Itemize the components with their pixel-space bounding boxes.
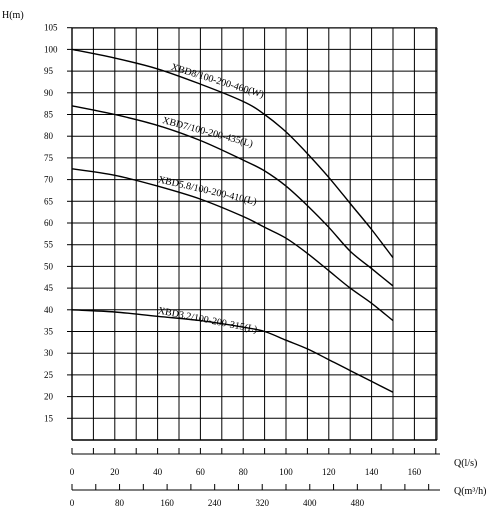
x2-tick-label: 80 (115, 498, 125, 508)
y-tick-label: 60 (44, 218, 54, 228)
x2-tick-label: 240 (208, 498, 222, 508)
y-tick-label: 105 (44, 23, 58, 33)
x2-tick-label: 320 (255, 498, 269, 508)
x-axis-label: Q(l/s) (454, 458, 477, 469)
x2-tick-label: 160 (160, 498, 174, 508)
curve-line (71, 168, 394, 322)
x-axis-ticks: 0 20 40 60 80 100 120 140 160 (70, 448, 440, 477)
y-axis-label: H(m) (2, 10, 24, 21)
x-tick-label: 160 (408, 467, 422, 477)
y-tick-label: 55 (44, 240, 54, 250)
y-tick-label: 30 (44, 348, 54, 358)
x-tick-label: 80 (239, 467, 249, 477)
curve-line (71, 105, 394, 287)
y-tick-label: 80 (44, 131, 54, 141)
x-tick-label: 40 (153, 467, 163, 477)
y-tick-label: 65 (44, 196, 54, 206)
y-tick-label: 90 (44, 88, 54, 98)
x-tick-label: 0 (70, 467, 75, 477)
y-tick-label: 95 (44, 66, 54, 76)
y-axis-ticks: 15 20 25 30 35 40 45 50 55 60 65 70 75 80 85 90 95 100 105 (44, 23, 72, 423)
x2-tick-label: 0 (70, 498, 75, 508)
y-tick-label: 75 (44, 153, 54, 163)
x-tick-label: 20 (110, 467, 120, 477)
pump-curves (71, 48, 394, 393)
x2-axis-label: Q(m³/h) (454, 486, 486, 497)
y-tick-label: 35 (44, 327, 54, 337)
curve-label: XBD8/100-200-460(W) (170, 62, 266, 101)
y-tick-label: 85 (44, 110, 54, 120)
x-tick-label: 120 (322, 467, 336, 477)
x-tick-label: 100 (279, 467, 293, 477)
y-tick-label: 70 (44, 175, 54, 185)
y-tick-label: 40 (44, 305, 54, 315)
y-tick-label: 100 (44, 44, 58, 54)
y-tick-label: 50 (44, 261, 54, 271)
x-tick-label: 140 (365, 467, 379, 477)
y-tick-label: 15 (44, 413, 54, 423)
curve-labels: XBD8/100-200-460(W)XBD7/100-200-435(L)XB… (157, 62, 265, 336)
y-tick-label: 25 (44, 370, 54, 380)
x2-tick-label: 480 (351, 498, 365, 508)
curve-line (71, 48, 394, 259)
curve-line (71, 309, 394, 393)
x-tick-label: 60 (196, 467, 206, 477)
x2-tick-label: 400 (303, 498, 317, 508)
y-tick-label: 20 (44, 392, 54, 402)
y-tick-label: 45 (44, 283, 54, 293)
plot-frame (71, 27, 438, 441)
x2-axis-ticks: 0 80 160 240 320 400 480 (70, 484, 440, 508)
curve-label: XBD7/100-200-435(L) (161, 115, 254, 150)
